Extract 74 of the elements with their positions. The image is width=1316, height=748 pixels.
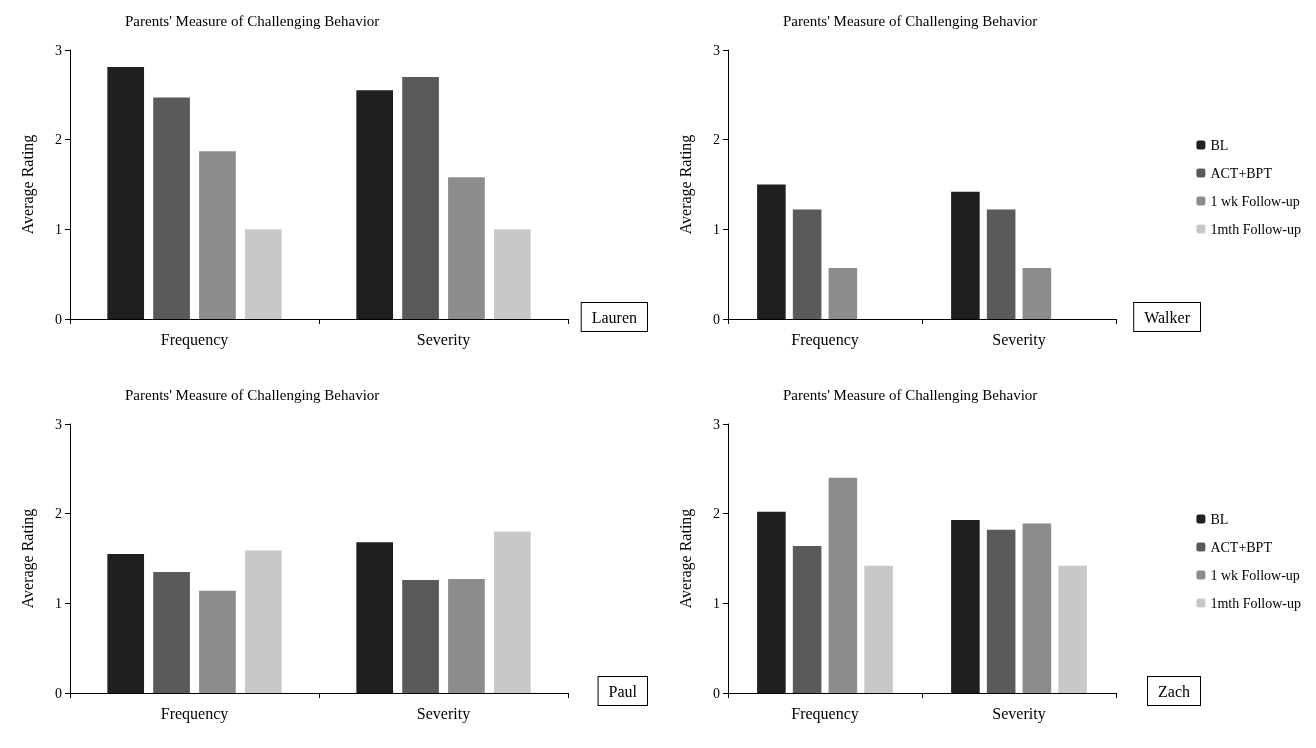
bar [828, 477, 858, 693]
x-tick-label: Severity [416, 704, 471, 723]
y-tick-label: 2 [713, 506, 720, 522]
legend-label: 1mth Follow-up [1210, 595, 1302, 611]
y-axis-title: Average Rating [676, 508, 695, 609]
text: Walker [1144, 308, 1191, 326]
y-axis-title: Average Rating [18, 134, 37, 235]
y-tick-label: 0 [55, 685, 62, 701]
bar [757, 511, 786, 693]
bar [1022, 267, 1052, 319]
bar [199, 590, 236, 693]
y-tick-label: 3 [713, 42, 720, 58]
bar [244, 229, 282, 319]
x-tick-label: Severity [992, 330, 1046, 349]
bar [986, 209, 1016, 319]
y-axis-title: Average Rating [676, 134, 695, 235]
chart-title: Parents' Measure of Challenging Behavior [783, 386, 1038, 403]
bar [1022, 523, 1052, 693]
y-tick-label: 1 [55, 221, 62, 237]
y-tick-label: 3 [713, 416, 720, 432]
x-tick-label: Severity [992, 704, 1046, 723]
bar [493, 229, 531, 319]
legend-label: 1mth Follow-up [1210, 221, 1302, 237]
bar [493, 531, 531, 693]
legend-label: BL [1210, 137, 1229, 153]
bar [448, 579, 485, 693]
bar [402, 580, 439, 693]
legend-label: ACT+BPT [1210, 165, 1273, 181]
bar [792, 545, 822, 693]
chart-title: Parents' Measure of Challenging Behavior [125, 386, 380, 403]
bar [864, 565, 893, 693]
y-tick-label: 2 [713, 132, 720, 148]
legend-label: BL [1210, 511, 1229, 527]
x-tick-label: Frequency [160, 330, 229, 349]
legend-label: 1 wk Follow-up [1210, 567, 1300, 583]
bar [199, 151, 236, 319]
bar [757, 184, 786, 319]
y-tick-label: 1 [713, 595, 720, 611]
chart-title: Parents' Measure of Challenging Behavior [783, 12, 1038, 29]
y-tick-label: 3 [55, 42, 62, 58]
text: Paul [608, 682, 638, 700]
legend-label: 1 wk Follow-up [1210, 193, 1300, 209]
bar [828, 267, 858, 319]
text: Zach [1158, 682, 1191, 700]
bar [951, 519, 980, 693]
bar [244, 550, 282, 693]
y-tick-label: 1 [55, 595, 62, 611]
y-axis-title: Average Rating [18, 508, 37, 609]
bar [356, 90, 394, 319]
bar [951, 191, 980, 319]
y-tick-label: 0 [55, 311, 62, 327]
bar [448, 177, 485, 319]
x-tick-label: Severity [416, 330, 471, 349]
y-tick-label: 2 [55, 132, 62, 148]
bar [986, 529, 1016, 693]
bar [107, 554, 145, 693]
bar [1058, 565, 1087, 693]
x-tick-label: Frequency [160, 704, 229, 723]
x-tick-label: Frequency [791, 330, 859, 349]
text: Lauren [591, 308, 638, 326]
bar [792, 209, 822, 319]
y-tick-label: 0 [713, 685, 720, 701]
x-tick-label: Frequency [791, 704, 859, 723]
bar [402, 76, 439, 319]
y-tick-label: 1 [713, 221, 720, 237]
y-tick-label: 2 [55, 506, 62, 522]
y-tick-label: 0 [713, 311, 720, 327]
y-tick-label: 3 [55, 416, 62, 432]
bar [107, 67, 145, 319]
chart-title: Parents' Measure of Challenging Behavior [125, 12, 380, 29]
bar [356, 542, 394, 693]
bar [153, 97, 190, 319]
legend-label: ACT+BPT [1210, 539, 1273, 555]
bar [153, 571, 190, 693]
